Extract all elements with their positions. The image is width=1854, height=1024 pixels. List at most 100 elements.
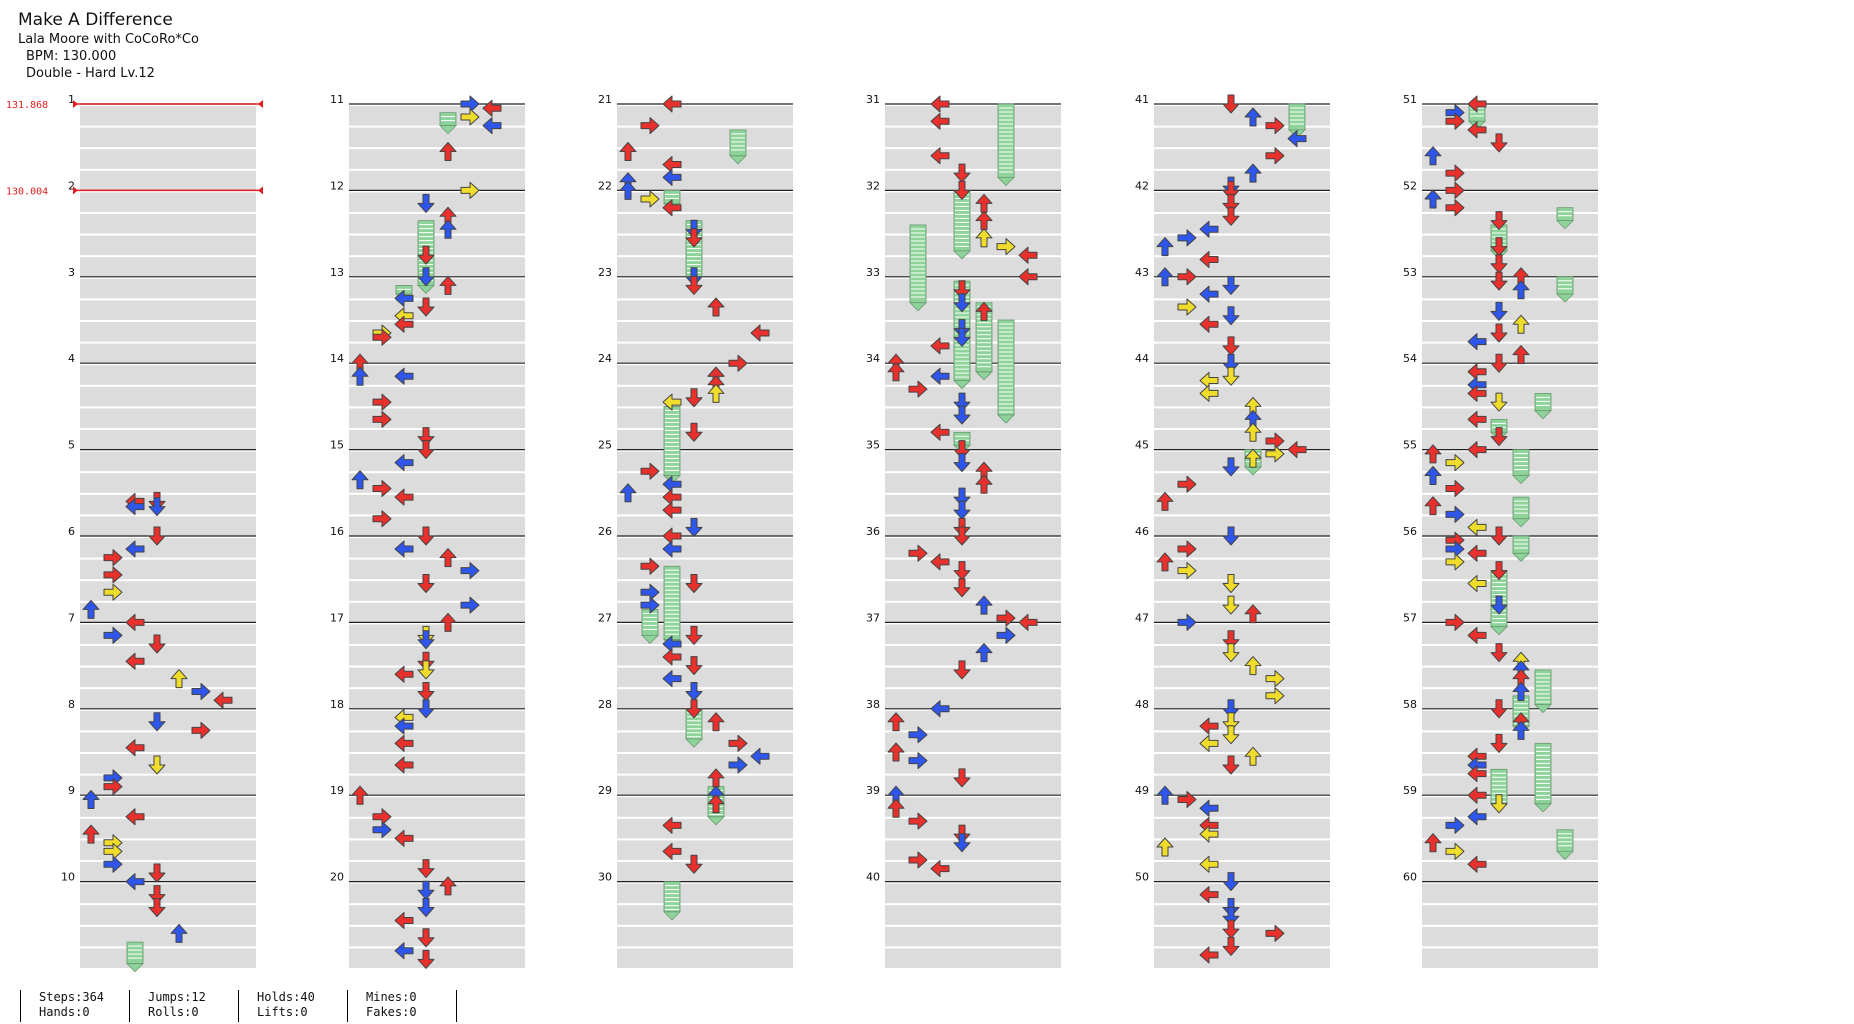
- hold-note: [1556, 276, 1574, 303]
- measure-34: 34: [866, 352, 1061, 450]
- arrow-note-sixteenth: [1265, 445, 1285, 463]
- arrow-note-quarter: [1490, 254, 1508, 274]
- measure-38: 38: [866, 698, 1061, 796]
- measure-43: 43: [1135, 266, 1330, 364]
- beat-band: [885, 365, 1061, 385]
- arrow-note-eighth: [953, 453, 971, 473]
- arrow-note-quarter: [394, 829, 414, 847]
- arrow-note-quarter: [417, 859, 435, 879]
- arrow-note-sixteenth: [1244, 656, 1262, 676]
- measure-number: 41: [1135, 93, 1149, 106]
- arrow-note-quarter: [887, 742, 905, 762]
- measure-50: 50: [1135, 871, 1330, 968]
- bpm-change-marker: 130.004: [6, 186, 263, 197]
- arrow-note-sixteenth: [707, 383, 725, 403]
- beat-band: [617, 192, 793, 212]
- arrow-note-eighth: [908, 726, 928, 744]
- arrow-note-eighth: [417, 699, 435, 719]
- arrow-note-quarter: [685, 699, 703, 719]
- arrow-note-quarter: [1467, 121, 1487, 139]
- arrow-note-quarter: [417, 427, 435, 447]
- beat-band: [617, 624, 793, 644]
- beat-band: [349, 646, 525, 666]
- arrow-note-quarter: [1490, 643, 1508, 663]
- beat-band: [1154, 106, 1330, 126]
- arrow-note-sixteenth: [460, 181, 480, 199]
- beat-band: [1154, 149, 1330, 169]
- beat-band: [885, 322, 1061, 342]
- beat-band: [885, 883, 1061, 904]
- beat-band: [1154, 192, 1330, 212]
- beat-band: [349, 214, 525, 234]
- arrow-note-quarter: [662, 95, 682, 113]
- measure-44: 44: [1135, 352, 1330, 450]
- beat-band: [80, 516, 256, 536]
- measure-10: 10: [61, 871, 256, 968]
- beat-band: [885, 127, 1061, 148]
- beat-band: [885, 106, 1061, 126]
- arrow-note-sixteenth: [1222, 574, 1240, 593]
- beat-band: [349, 473, 525, 493]
- measure-number: 24: [598, 352, 612, 365]
- arrow-note-eighth: [1199, 799, 1219, 817]
- beat-band: [617, 127, 793, 148]
- measure-23: 23: [598, 266, 793, 364]
- arrow-note-eighth: [1424, 146, 1442, 166]
- beat-band: [349, 667, 525, 688]
- arrow-note-eighth: [975, 643, 993, 663]
- song-artist: Lala Moore with CoCoRo*Co: [18, 32, 199, 47]
- arrow-note-sixteenth: [1199, 855, 1219, 873]
- measure-29: 29: [598, 784, 793, 882]
- stat-bottom: Fakes:0: [366, 1005, 417, 1019]
- measure-number: 2: [68, 179, 75, 192]
- measure-18: 18: [330, 698, 525, 796]
- measure-number: 48: [1135, 698, 1149, 711]
- beat-band: [617, 473, 793, 493]
- arrow-note-eighth: [191, 683, 211, 700]
- beat-band: [885, 559, 1061, 580]
- arrow-note-sixteenth: [1177, 298, 1197, 316]
- beat-band: [80, 430, 256, 450]
- beat-band: [349, 862, 525, 882]
- arrow-note-eighth: [1512, 280, 1530, 300]
- step-chart: 1234567891011121314151617181920212223242…: [6, 93, 1598, 973]
- arrow-note-quarter: [908, 851, 928, 869]
- beat-band: [1154, 300, 1330, 320]
- arrow-note-eighth: [1512, 720, 1530, 740]
- arrow-note-quarter: [417, 949, 435, 969]
- beat-band: [885, 494, 1061, 515]
- beat-band: [349, 343, 525, 364]
- beat-band: [885, 257, 1061, 277]
- measure-number: 1: [68, 93, 75, 106]
- measure-5: 5: [68, 439, 256, 536]
- arrow-note-quarter: [1490, 526, 1508, 546]
- measure-number: 59: [1403, 784, 1417, 797]
- measure-49: 49: [1135, 784, 1330, 882]
- arrow-note-eighth: [170, 923, 188, 943]
- arrow-note-quarter: [1467, 384, 1487, 402]
- beat-band: [617, 278, 793, 299]
- arrow-note-quarter: [191, 721, 211, 739]
- bpm-change-marker: 131.868: [6, 100, 263, 111]
- arrow-note-eighth: [482, 117, 502, 135]
- beat-band: [1422, 408, 1598, 428]
- arrow-note-quarter: [1467, 765, 1487, 783]
- beat-band: [80, 149, 256, 169]
- stat-top: Mines:0: [366, 990, 417, 1004]
- measure-number: 23: [598, 266, 612, 279]
- arrow-note-sixteenth: [1445, 454, 1465, 472]
- beat-band: [1154, 667, 1330, 688]
- beat-band: [349, 797, 525, 817]
- beat-band: [1422, 516, 1598, 536]
- beat-band: [1422, 127, 1598, 148]
- stat-top: Holds:40: [257, 990, 315, 1004]
- beat-band: [1422, 667, 1598, 688]
- beat-band: [617, 106, 793, 126]
- arrow-note-quarter: [1424, 833, 1442, 853]
- beat-band: [349, 624, 525, 644]
- measure-number: 45: [1135, 439, 1149, 452]
- beat-band: [1154, 926, 1330, 947]
- arrow-note-sixteenth: [975, 228, 993, 248]
- arrow-note-quarter: [908, 380, 928, 398]
- beat-band: [1422, 430, 1598, 450]
